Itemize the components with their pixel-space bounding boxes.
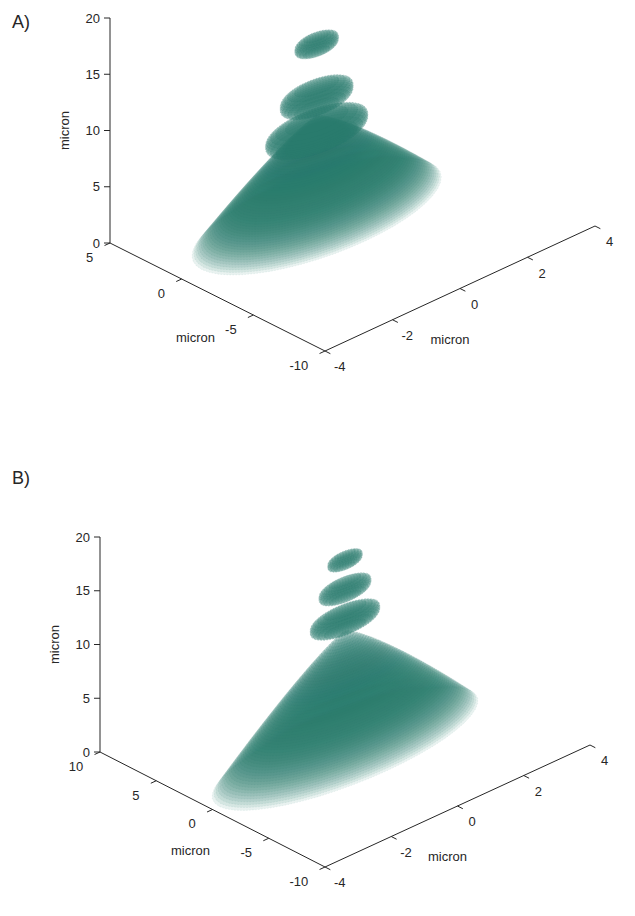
svg-text:A): A) (12, 12, 30, 32)
svg-text:4: 4 (606, 234, 613, 249)
svg-text:5: 5 (132, 788, 139, 803)
svg-text:15: 15 (76, 583, 90, 598)
svg-text:micron: micron (430, 332, 469, 347)
svg-text:0: 0 (158, 286, 165, 301)
svg-text:2: 2 (535, 784, 542, 799)
svg-text:-4: -4 (334, 359, 346, 374)
svg-text:micron: micron (428, 849, 467, 864)
svg-text:micron: micron (57, 111, 72, 150)
svg-text:-10: -10 (289, 358, 308, 373)
svg-text:-4: -4 (334, 875, 346, 890)
svg-text:micron: micron (47, 625, 62, 664)
svg-text:0: 0 (83, 745, 90, 760)
svg-text:0: 0 (93, 236, 100, 251)
svg-text:4: 4 (601, 753, 608, 768)
svg-text:20: 20 (86, 11, 100, 26)
svg-text:0: 0 (469, 814, 476, 829)
svg-text:micron: micron (171, 843, 210, 858)
svg-text:5: 5 (86, 250, 93, 265)
svg-text:-2: -2 (401, 328, 413, 343)
svg-text:0: 0 (471, 297, 478, 312)
svg-text:20: 20 (76, 530, 90, 545)
svg-text:0: 0 (189, 816, 196, 831)
svg-text:5: 5 (83, 691, 90, 706)
svg-text:2: 2 (539, 266, 546, 281)
svg-text:-2: -2 (400, 845, 412, 860)
svg-text:-5: -5 (225, 322, 237, 337)
svg-text:5: 5 (93, 179, 100, 194)
svg-text:10: 10 (76, 637, 90, 652)
svg-text:10: 10 (86, 123, 100, 138)
svg-text:micron: micron (176, 330, 215, 345)
svg-text:15: 15 (86, 67, 100, 82)
svg-text:10: 10 (69, 759, 83, 774)
svg-text:-10: -10 (289, 874, 308, 889)
svg-text:B): B) (12, 468, 30, 488)
svg-text:-5: -5 (240, 845, 252, 860)
